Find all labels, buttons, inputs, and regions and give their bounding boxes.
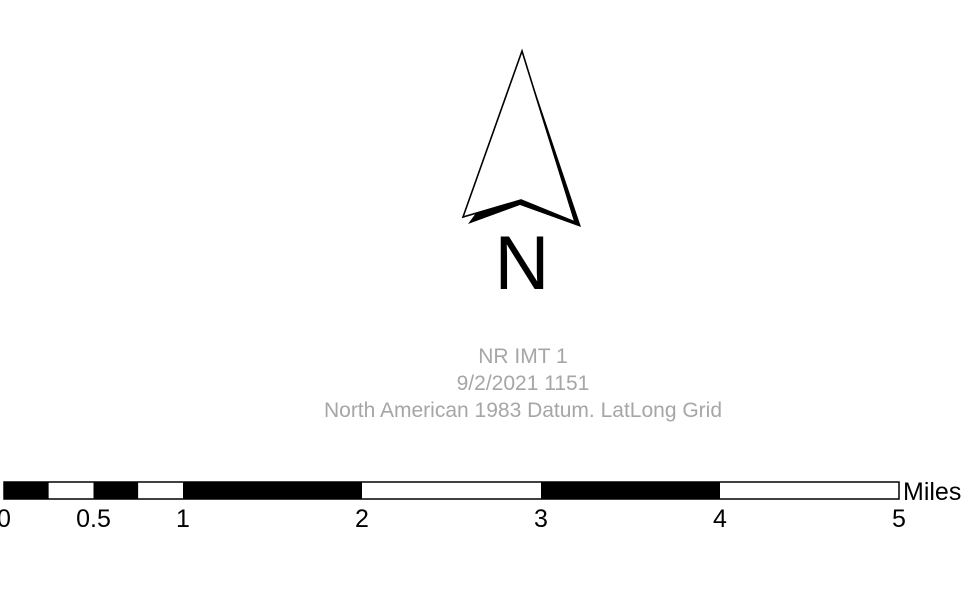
scale-segment-1 [48,482,94,499]
scale-tick-label: 3 [534,505,548,530]
scale-tick-label: 4 [713,505,727,530]
scale-tick-label: 0 [0,505,11,530]
scale-bar-segments [3,481,900,500]
scale-segment-4 [183,482,362,499]
scale-bar: Miles 0 0.5 1 2 3 4 5 [0,478,961,530]
map-datum: North American 1983 Datum. LatLong Grid [323,399,723,422]
scale-segment-7 [720,482,899,499]
scale-tick-label: 5 [892,505,906,530]
scale-segment-5 [362,482,541,499]
north-arrow-icon [461,48,581,227]
map-title: NR IMT 1 [478,345,568,368]
scale-segment-0 [4,482,49,499]
scale-tick-label: 1 [176,505,190,530]
scale-segment-2 [93,482,139,499]
scale-segment-6 [541,482,720,499]
north-letter: N [494,221,550,306]
scale-segment-3 [138,482,183,499]
scale-unit-label: Miles [903,478,961,506]
map-info: NR IMT 1 9/2/2021 1151 North American 19… [200,343,846,424]
map-date: 9/2/2021 1151 [456,372,590,395]
north-arrow-outline [461,48,577,224]
scale-tick-label: 0.5 [76,505,111,530]
scale-bar-outline [3,481,900,500]
scale-tick-labels: 0 0.5 1 2 3 4 5 [0,505,906,530]
scale-tick-label: 2 [355,505,369,530]
